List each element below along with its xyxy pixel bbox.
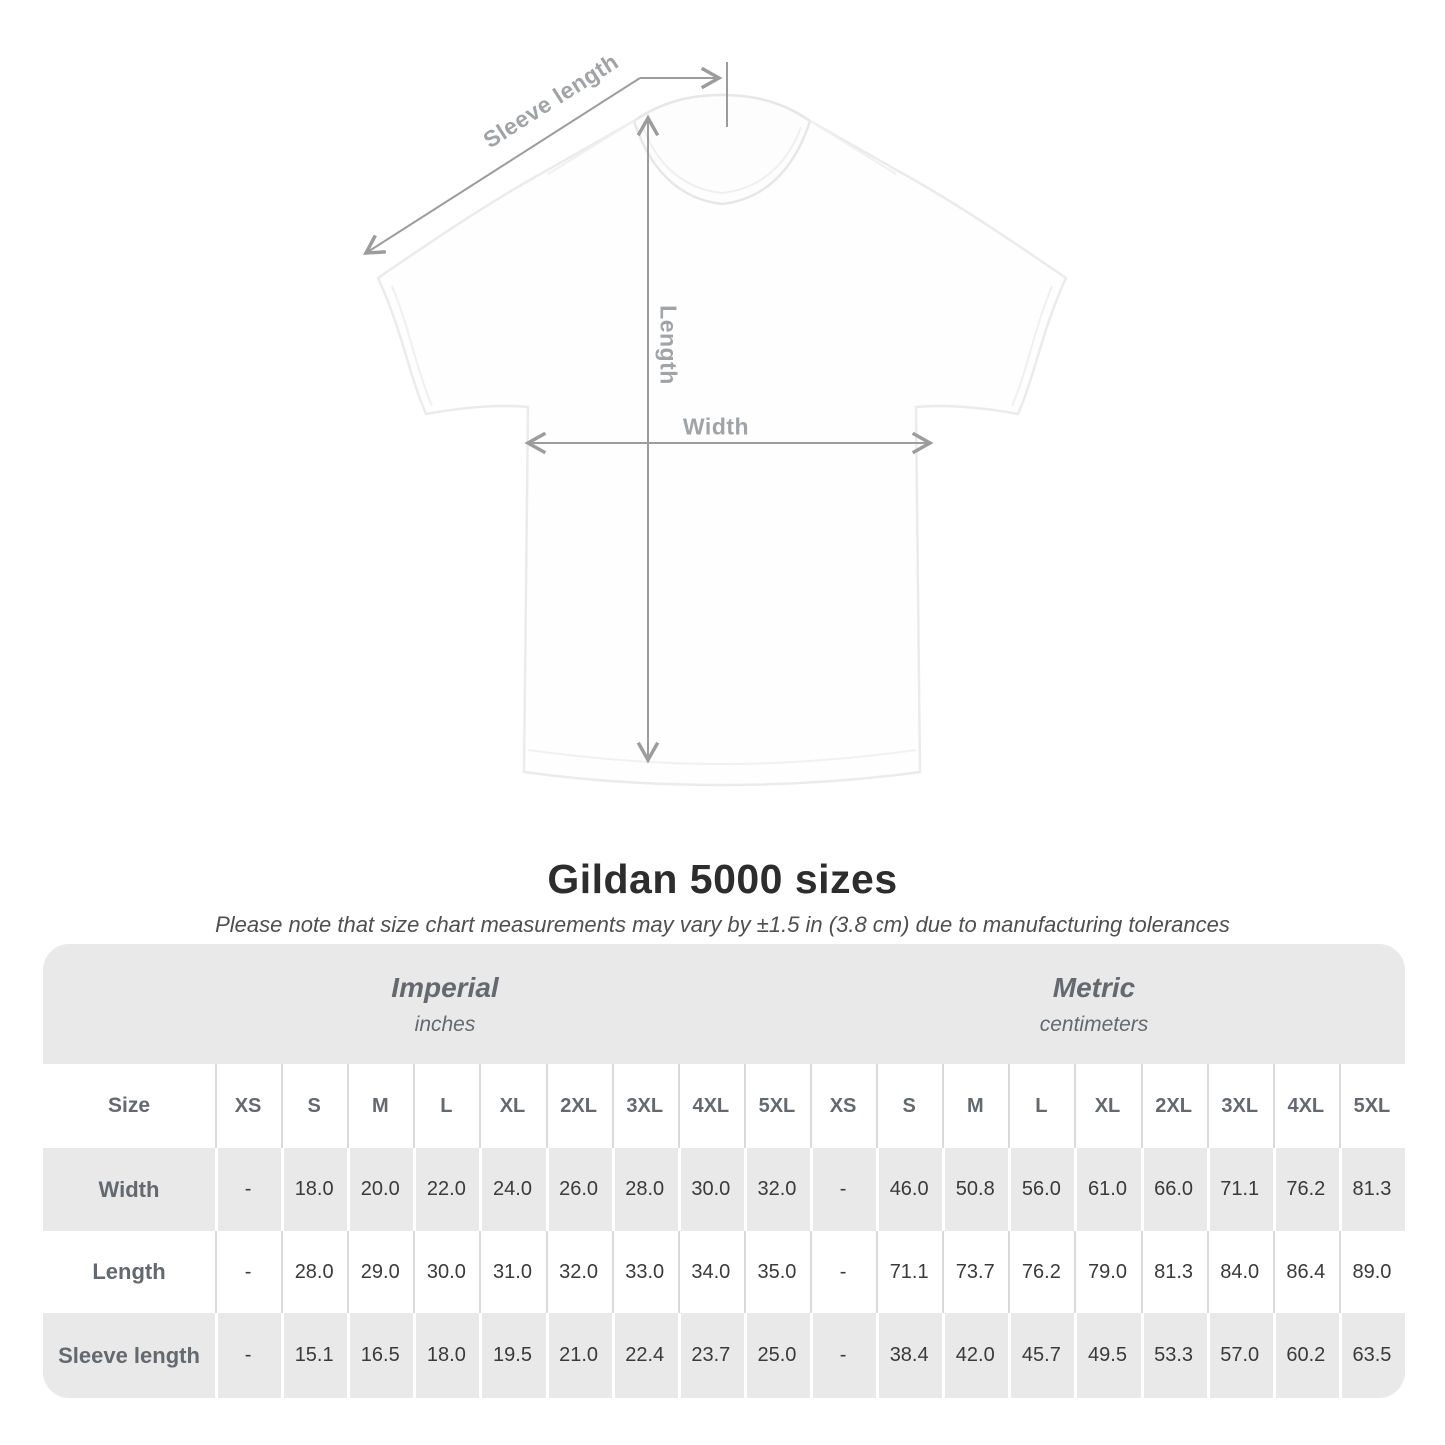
size-column-header: 3XL bbox=[1207, 1064, 1273, 1148]
size-column-header: XL bbox=[1074, 1064, 1140, 1148]
table-cell: - bbox=[215, 1313, 281, 1398]
size-column-header: XS bbox=[215, 1064, 281, 1148]
table-cell: 28.0 bbox=[281, 1231, 347, 1313]
table-cell: 18.0 bbox=[281, 1148, 347, 1231]
table-cell: 46.0 bbox=[876, 1148, 942, 1231]
table-cell: 73.7 bbox=[942, 1231, 1008, 1313]
table-cell: 33.0 bbox=[612, 1231, 678, 1313]
size-column-header: S bbox=[876, 1064, 942, 1148]
table-cell: 50.8 bbox=[942, 1148, 1008, 1231]
table-cell: 19.5 bbox=[479, 1313, 545, 1398]
row-label-sleeve-length: Sleeve length bbox=[58, 1342, 200, 1368]
size-column-header: 5XL bbox=[1339, 1064, 1405, 1148]
table-cell: 38.4 bbox=[876, 1313, 942, 1398]
size-column-header: M bbox=[347, 1064, 413, 1148]
table-cell: 18.0 bbox=[413, 1313, 479, 1398]
table-cell: 79.0 bbox=[1074, 1231, 1140, 1313]
tshirt-measurement-diagram: Sleeve length Length Width bbox=[363, 48, 1068, 787]
size-column-header: S bbox=[281, 1064, 347, 1148]
table-cell: 30.0 bbox=[413, 1231, 479, 1313]
metric-unit: centimeters bbox=[1039, 1013, 1149, 1036]
table-cell: 71.1 bbox=[876, 1231, 942, 1313]
table-cell: 84.0 bbox=[1207, 1231, 1273, 1313]
table-cell: 57.0 bbox=[1207, 1313, 1273, 1398]
size-column-header: 4XL bbox=[678, 1064, 744, 1148]
table-cell: 32.0 bbox=[744, 1148, 810, 1231]
table-cell: 76.2 bbox=[1008, 1231, 1074, 1313]
size-column-header: M bbox=[942, 1064, 1008, 1148]
size-column-header: XL bbox=[479, 1064, 545, 1148]
table-cell: 42.0 bbox=[942, 1313, 1008, 1398]
table-cell: 24.0 bbox=[479, 1148, 545, 1231]
table-cell: 81.3 bbox=[1339, 1148, 1405, 1231]
row-label-length: Length bbox=[92, 1259, 166, 1284]
table-cell: 28.0 bbox=[612, 1148, 678, 1231]
table-cell: 20.0 bbox=[347, 1148, 413, 1231]
table-cell: 23.7 bbox=[678, 1313, 744, 1398]
table-row-sleeve-length: Sleeve length -15.1 16.5 18.0 19.5 21.0 22.4 2… bbox=[43, 1313, 1405, 1398]
table-cell: 71.1 bbox=[1207, 1148, 1273, 1231]
size-column-header: L bbox=[413, 1064, 479, 1148]
width-label: Width bbox=[682, 413, 750, 440]
table-row-length: Length -28.0 29.0 30.0 31.0 32.0 33.0 34.0 35.0… bbox=[43, 1231, 1405, 1313]
table-cell: 22.0 bbox=[413, 1148, 479, 1231]
unit-group-band: Imperial inches Metric centimeters bbox=[43, 944, 1405, 1064]
metric-group-header: Metric centimeters bbox=[1040, 972, 1149, 1037]
table-cell: 56.0 bbox=[1008, 1148, 1074, 1231]
tolerance-note: Please note that size chart measurements… bbox=[215, 912, 1230, 937]
table-cell: 21.0 bbox=[546, 1313, 612, 1398]
sleeve-length-arrow bbox=[363, 77, 641, 255]
table-cell: 45.7 bbox=[1008, 1313, 1074, 1398]
table-row-width: Width -18.0 20.0 22.0 24.0 26.0 28.0 30.0 32.0-… bbox=[43, 1148, 1405, 1231]
table-cell: 61.0 bbox=[1074, 1148, 1140, 1231]
table-cell: 35.0 bbox=[744, 1231, 810, 1313]
table-cell: - bbox=[215, 1231, 281, 1313]
size-column-header: XS bbox=[810, 1064, 876, 1148]
table-cell: 25.0 bbox=[744, 1313, 810, 1398]
table-cell: - bbox=[810, 1313, 876, 1398]
table-cell: 66.0 bbox=[1141, 1148, 1207, 1231]
row-label-width: Width bbox=[98, 1176, 160, 1202]
table-cell: - bbox=[810, 1231, 876, 1313]
table-cell: 29.0 bbox=[347, 1231, 413, 1313]
size-column-header: 2XL bbox=[1141, 1064, 1207, 1148]
table-cell: 26.0 bbox=[546, 1148, 612, 1231]
table-cell: 15.1 bbox=[281, 1313, 347, 1398]
table-cell: 16.5 bbox=[347, 1313, 413, 1398]
table-cell: 31.0 bbox=[479, 1231, 545, 1313]
table-cell: 81.3 bbox=[1141, 1231, 1207, 1313]
imperial-unit: inches bbox=[414, 1013, 476, 1036]
table-cell: 22.4 bbox=[612, 1313, 678, 1398]
table-cell: 89.0 bbox=[1339, 1231, 1405, 1313]
length-label: Length bbox=[655, 305, 682, 385]
tshirt-illustration bbox=[363, 62, 1068, 787]
size-column-header: 3XL bbox=[612, 1064, 678, 1148]
table-cell: 53.3 bbox=[1141, 1313, 1207, 1398]
table-cell: 30.0 bbox=[678, 1148, 744, 1231]
table-cell: 34.0 bbox=[678, 1231, 744, 1313]
imperial-group-header: Imperial inches bbox=[391, 972, 498, 1037]
size-column-header: 5XL bbox=[744, 1064, 810, 1148]
table-header-row: Size XS S M L XL 2XL 3XL 4XL 5XL XS S M L XL 2XL 3XL 4XL… bbox=[43, 1064, 1405, 1148]
size-column-header: L bbox=[1008, 1064, 1074, 1148]
table-cell: 86.4 bbox=[1273, 1231, 1339, 1313]
table-cell: - bbox=[810, 1148, 876, 1231]
table-cell: 49.5 bbox=[1074, 1313, 1140, 1398]
table-cell: 32.0 bbox=[546, 1231, 612, 1313]
table-cell: 63.5 bbox=[1339, 1313, 1405, 1398]
size-column-header: 4XL bbox=[1273, 1064, 1339, 1148]
table-cell: 76.2 bbox=[1273, 1148, 1339, 1231]
table-cell: 60.2 bbox=[1273, 1313, 1339, 1398]
table-cell: - bbox=[215, 1148, 281, 1231]
imperial-label: Imperial bbox=[391, 972, 499, 1003]
metric-label: Metric bbox=[1052, 972, 1136, 1003]
size-table: Imperial inches Metric centimeters Size … bbox=[43, 944, 1405, 1398]
page-title: Gildan 5000 sizes bbox=[547, 856, 898, 902]
size-column-header: 2XL bbox=[546, 1064, 612, 1148]
size-header-cell: Size bbox=[107, 1094, 151, 1117]
